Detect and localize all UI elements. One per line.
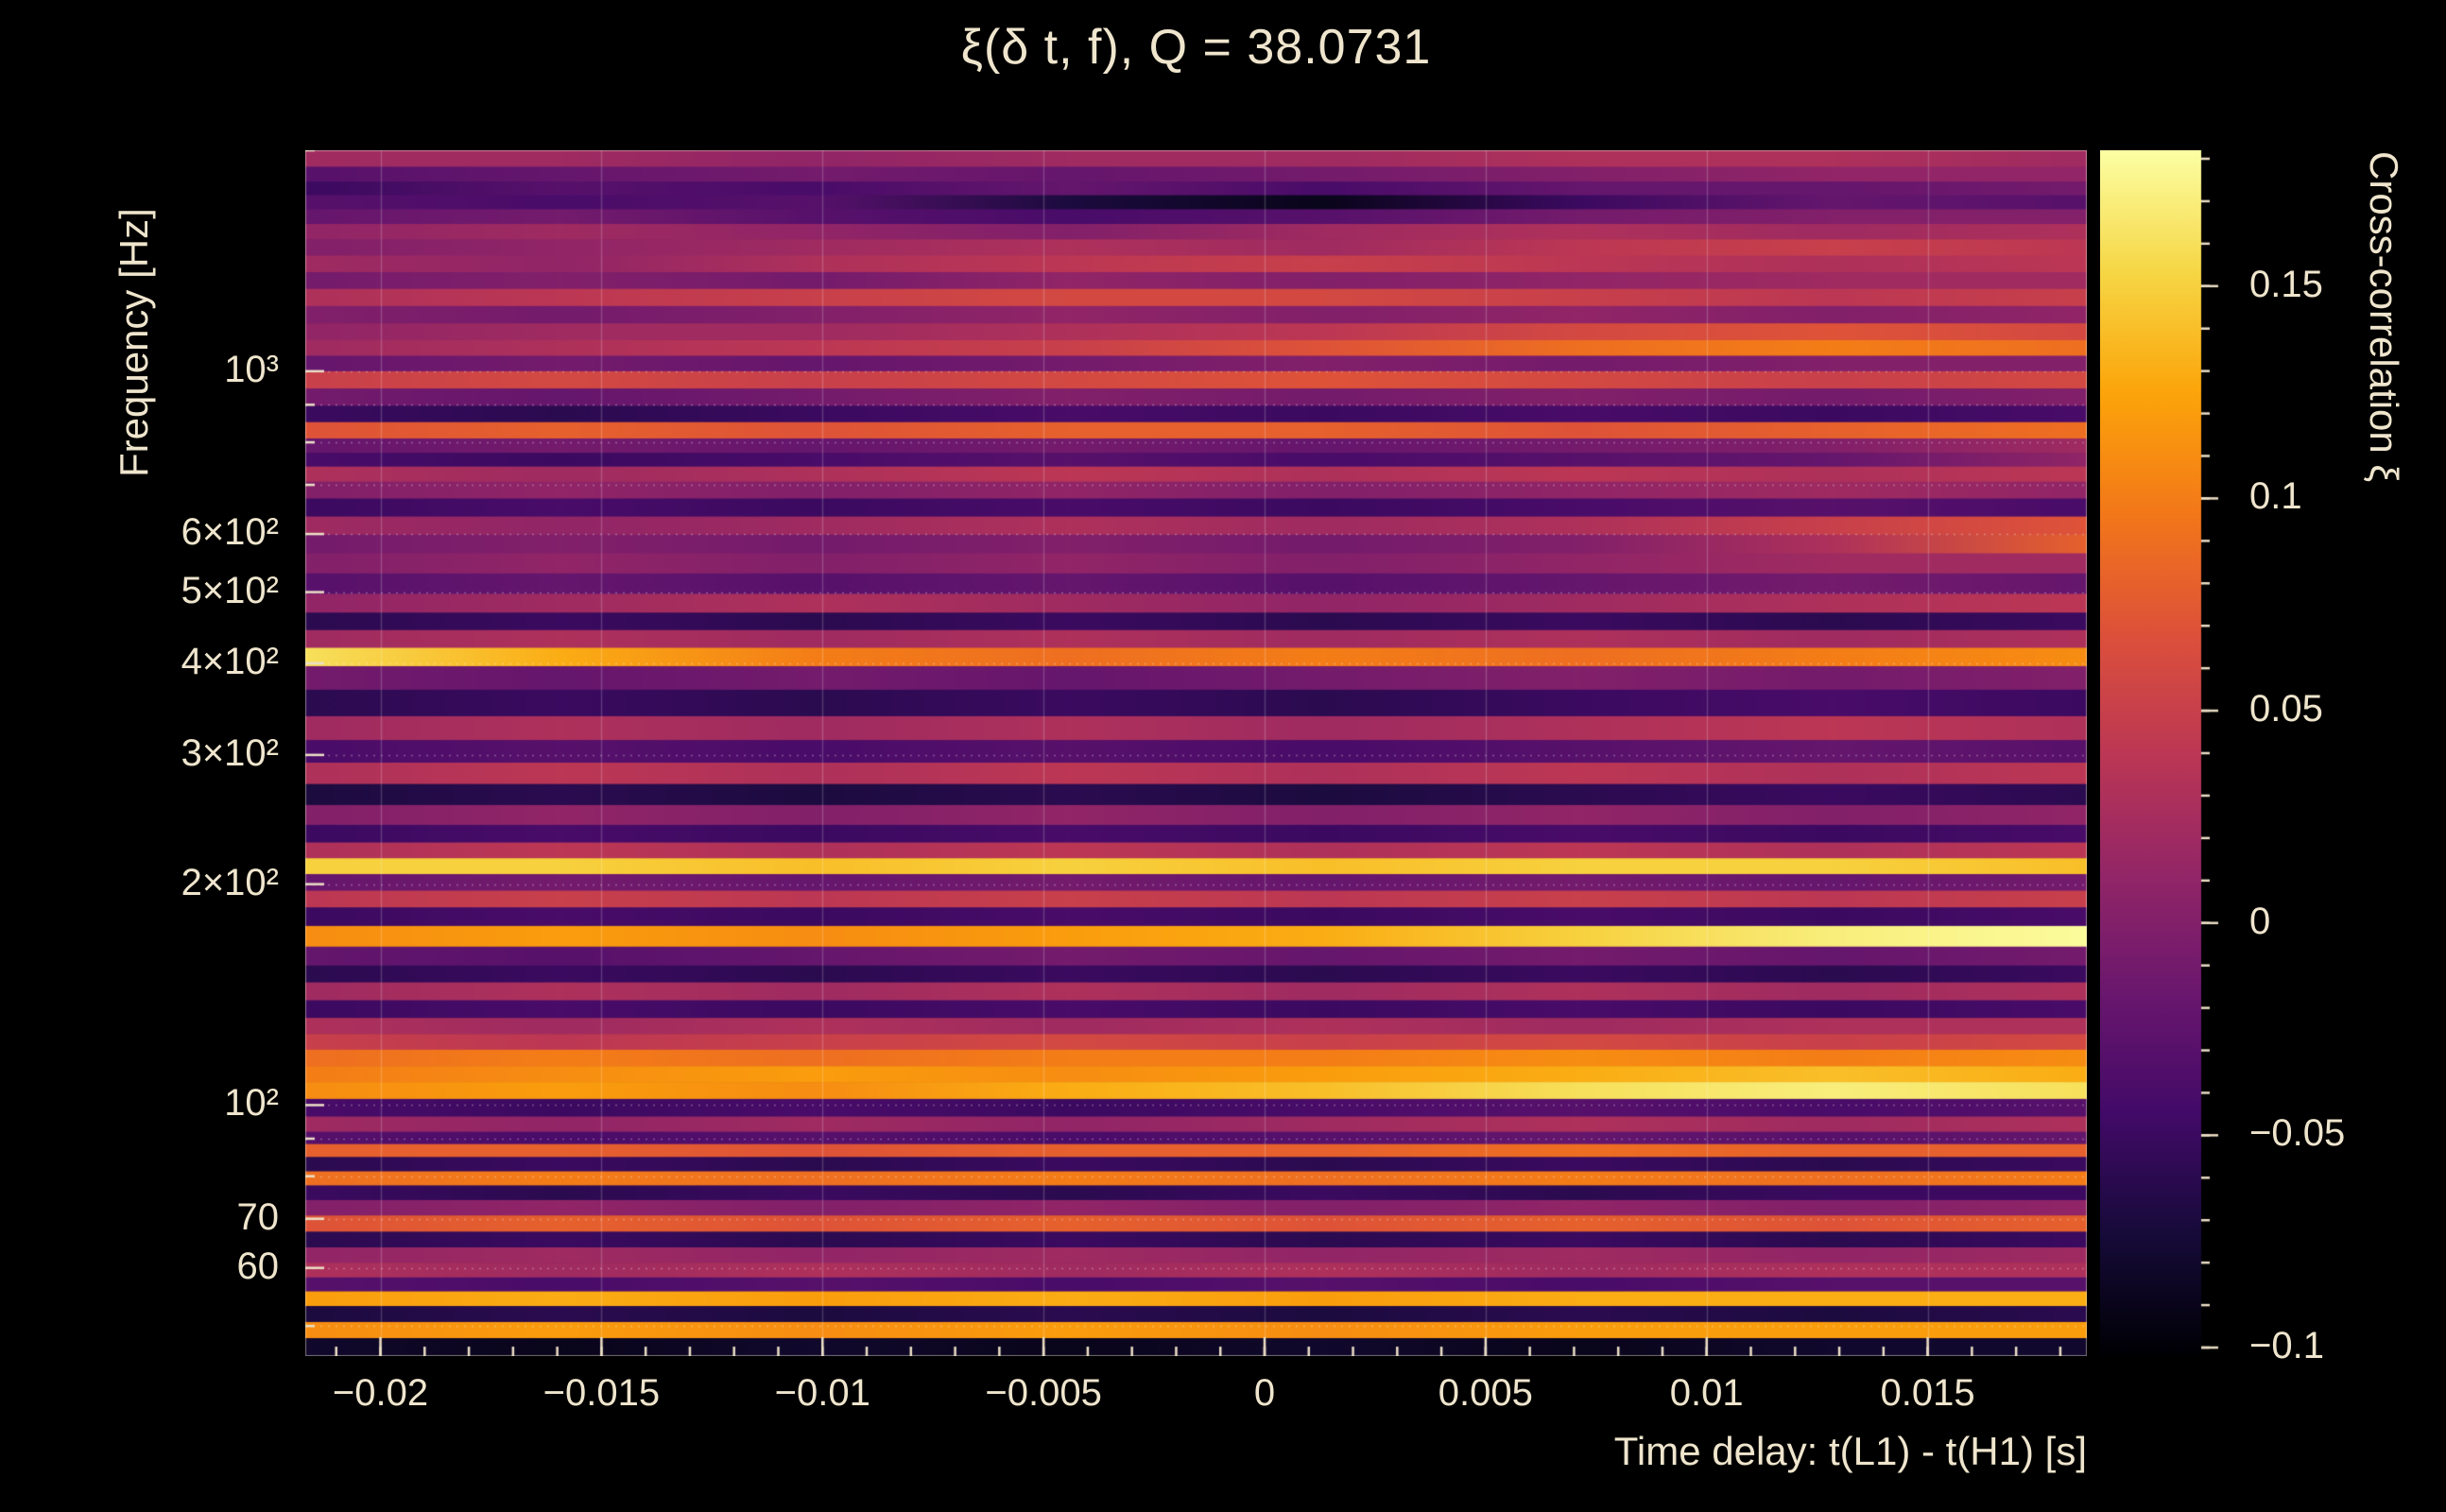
y-tick-label: 6×10²	[181, 511, 279, 554]
y-tick-label: 60	[236, 1245, 280, 1287]
heatmap-canvas	[305, 150, 2087, 1356]
colorbar-tick-label: 0.1	[2249, 475, 2302, 518]
y-tick-label: 4×10²	[181, 640, 279, 682]
y-axis-title: Frequency [Hz]	[112, 208, 156, 477]
y-tick-label: 70	[236, 1195, 280, 1238]
y-tick-label: 3×10²	[181, 731, 279, 774]
x-tick-label: −0.015	[543, 1372, 661, 1414]
colorbar	[2100, 150, 2228, 1356]
colorbar-title: Cross-correlation ξ	[2362, 151, 2406, 483]
y-tick-label: 10³	[224, 348, 279, 390]
x-tick-label: 0.015	[1880, 1372, 1975, 1414]
colorbar-tick-label: 0	[2249, 900, 2271, 942]
x-tick-label: −0.005	[985, 1372, 1102, 1414]
x-tick-label: 0.005	[1438, 1372, 1533, 1414]
x-tick-label: 0	[1253, 1372, 1276, 1414]
y-tick-label: 10²	[224, 1082, 279, 1125]
x-tick-label: −0.01	[774, 1372, 870, 1414]
x-tick-label: 0.01	[1669, 1372, 1744, 1414]
y-tick-label: 5×10²	[181, 569, 279, 611]
colorbar-tick-label: −0.1	[2249, 1325, 2324, 1366]
x-axis-title: Time delay: t(L1) - t(H1) [s]	[1613, 1429, 2087, 1473]
colorbar-tick-label: −0.05	[2249, 1112, 2346, 1155]
colorbar-tick-label: 0.15	[2249, 263, 2323, 305]
y-tick-label: 2×10²	[181, 861, 279, 903]
plot-title: ξ(δ t, f), Q = 38.0731	[960, 20, 1432, 75]
colorbar-tick-label: 0.05	[2249, 688, 2323, 730]
x-tick-label: −0.02	[332, 1372, 429, 1414]
